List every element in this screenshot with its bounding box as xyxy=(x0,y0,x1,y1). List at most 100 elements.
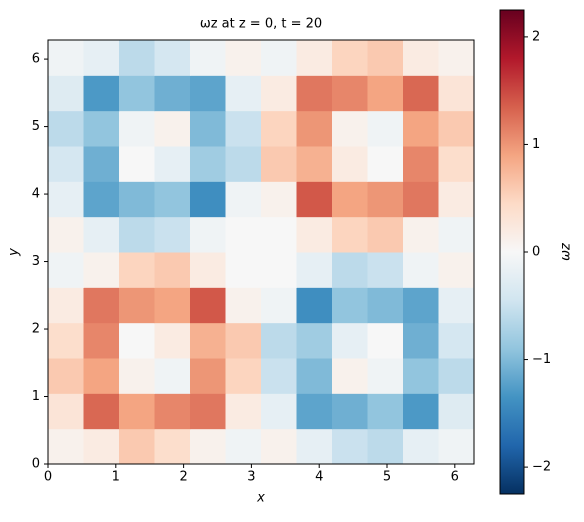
heatmap-cell xyxy=(332,75,368,112)
heatmap-cell xyxy=(403,252,439,288)
heatmap-cell xyxy=(367,428,404,465)
heatmap-cell xyxy=(190,252,226,288)
heatmap-cell xyxy=(48,428,84,465)
heatmap-cell xyxy=(403,40,439,76)
heatmap-cell xyxy=(83,358,120,394)
heatmap-cell xyxy=(48,358,84,394)
y-tick-label: 3 xyxy=(32,254,40,269)
heatmap-cell xyxy=(154,287,191,324)
x-tick-label: 6 xyxy=(451,470,459,485)
heatmap-cell xyxy=(367,287,404,324)
heatmap-cell xyxy=(261,393,297,430)
y-tick-label: 6 xyxy=(32,52,40,67)
heatmap-cell xyxy=(403,181,439,218)
heatmap-cell xyxy=(190,287,226,324)
heatmap-cell xyxy=(332,252,368,288)
heatmap-cell xyxy=(48,110,84,147)
heatmap-cell xyxy=(225,322,262,359)
heatmap-cell xyxy=(332,146,368,182)
heatmap-cell xyxy=(48,40,84,76)
colorbar-label: ωz xyxy=(559,242,574,261)
heatmap-cell xyxy=(261,287,297,324)
x-tick-label: 5 xyxy=(383,470,391,485)
heatmap-cell xyxy=(154,216,191,253)
x-tick-label: 2 xyxy=(179,470,187,485)
chart-title: ωz at z = 0, t = 20 xyxy=(200,17,322,32)
heatmap-cell xyxy=(367,393,404,430)
heatmap-cell xyxy=(332,287,368,324)
heatmap-cell xyxy=(48,181,84,218)
heatmap-cell xyxy=(438,181,475,218)
heatmap-cell xyxy=(48,393,84,430)
heatmap-cell xyxy=(154,181,191,218)
heatmap-cell xyxy=(48,216,84,253)
y-tick-label: 1 xyxy=(32,389,40,404)
heatmap-cell xyxy=(190,358,226,394)
heatmap-cell xyxy=(438,216,475,253)
x-tick-label: 4 xyxy=(315,470,323,485)
heatmap-cell xyxy=(119,358,155,394)
colorbar-tick-label: 1 xyxy=(532,137,540,152)
x-tick-label: 3 xyxy=(247,470,255,485)
heatmap-cell xyxy=(261,216,297,253)
heatmap-cell xyxy=(296,40,333,76)
heatmap-cell xyxy=(225,75,262,112)
heatmap-cell xyxy=(403,146,439,182)
heatmap-cell xyxy=(48,146,84,182)
heatmap-cell xyxy=(438,287,475,324)
heatmap-cell xyxy=(48,252,84,288)
heatmap-cell xyxy=(154,322,191,359)
heatmap-cell xyxy=(225,252,262,288)
heatmap-cell xyxy=(403,75,439,112)
heatmap-cell xyxy=(83,252,120,288)
y-tick-label: 5 xyxy=(32,119,40,134)
plot-frame xyxy=(47,39,475,465)
heatmap-cell xyxy=(438,40,475,76)
heatmap-cell xyxy=(119,287,155,324)
y-tick-label: 2 xyxy=(32,322,40,337)
x-tick-label: 1 xyxy=(112,470,120,485)
x-axis-label: x xyxy=(256,491,265,506)
heatmap-cell xyxy=(154,110,191,147)
heatmap-cell xyxy=(403,393,439,430)
heatmap-cell xyxy=(296,110,333,147)
heatmap-cell xyxy=(83,322,120,359)
heatmap-cell xyxy=(83,428,120,465)
heatmap-cell xyxy=(225,287,262,324)
colorbar xyxy=(499,9,525,495)
heatmap-cell xyxy=(367,252,404,288)
heatmap-cell xyxy=(261,75,297,112)
heatmap-cell xyxy=(261,146,297,182)
heatmap-cell xyxy=(119,393,155,430)
heatmap-cell xyxy=(190,146,226,182)
heatmap-cell xyxy=(190,181,226,218)
heatmap-cell xyxy=(190,75,226,112)
y-tick-label: 4 xyxy=(32,187,40,202)
heatmap-cell xyxy=(119,322,155,359)
heatmap-cell xyxy=(403,287,439,324)
heatmap-cell xyxy=(367,110,404,147)
heatmap-cell xyxy=(261,110,297,147)
y-tick-label: 0 xyxy=(32,457,40,472)
heatmap-cell xyxy=(261,252,297,288)
heatmap-cell xyxy=(403,322,439,359)
heatmap-cell xyxy=(190,110,226,147)
heatmap-cell xyxy=(83,216,120,253)
heatmap-cell xyxy=(154,146,191,182)
heatmap-cell xyxy=(190,322,226,359)
heatmap-cell xyxy=(119,110,155,147)
heatmap-cell xyxy=(296,181,333,218)
heatmap-cell xyxy=(225,146,262,182)
heatmap-cell xyxy=(438,110,475,147)
heatmap-cell xyxy=(438,252,475,288)
heatmap-cell xyxy=(332,428,368,465)
heatmap-cell xyxy=(367,40,404,76)
x-tick-label: 0 xyxy=(44,470,52,485)
heatmap-cell xyxy=(225,40,262,76)
heatmap-cell xyxy=(438,75,475,112)
heatmap-cell xyxy=(261,322,297,359)
colorbar-tick-label: 0 xyxy=(532,245,540,260)
heatmap-cell xyxy=(332,181,368,218)
heatmap-cell xyxy=(225,181,262,218)
